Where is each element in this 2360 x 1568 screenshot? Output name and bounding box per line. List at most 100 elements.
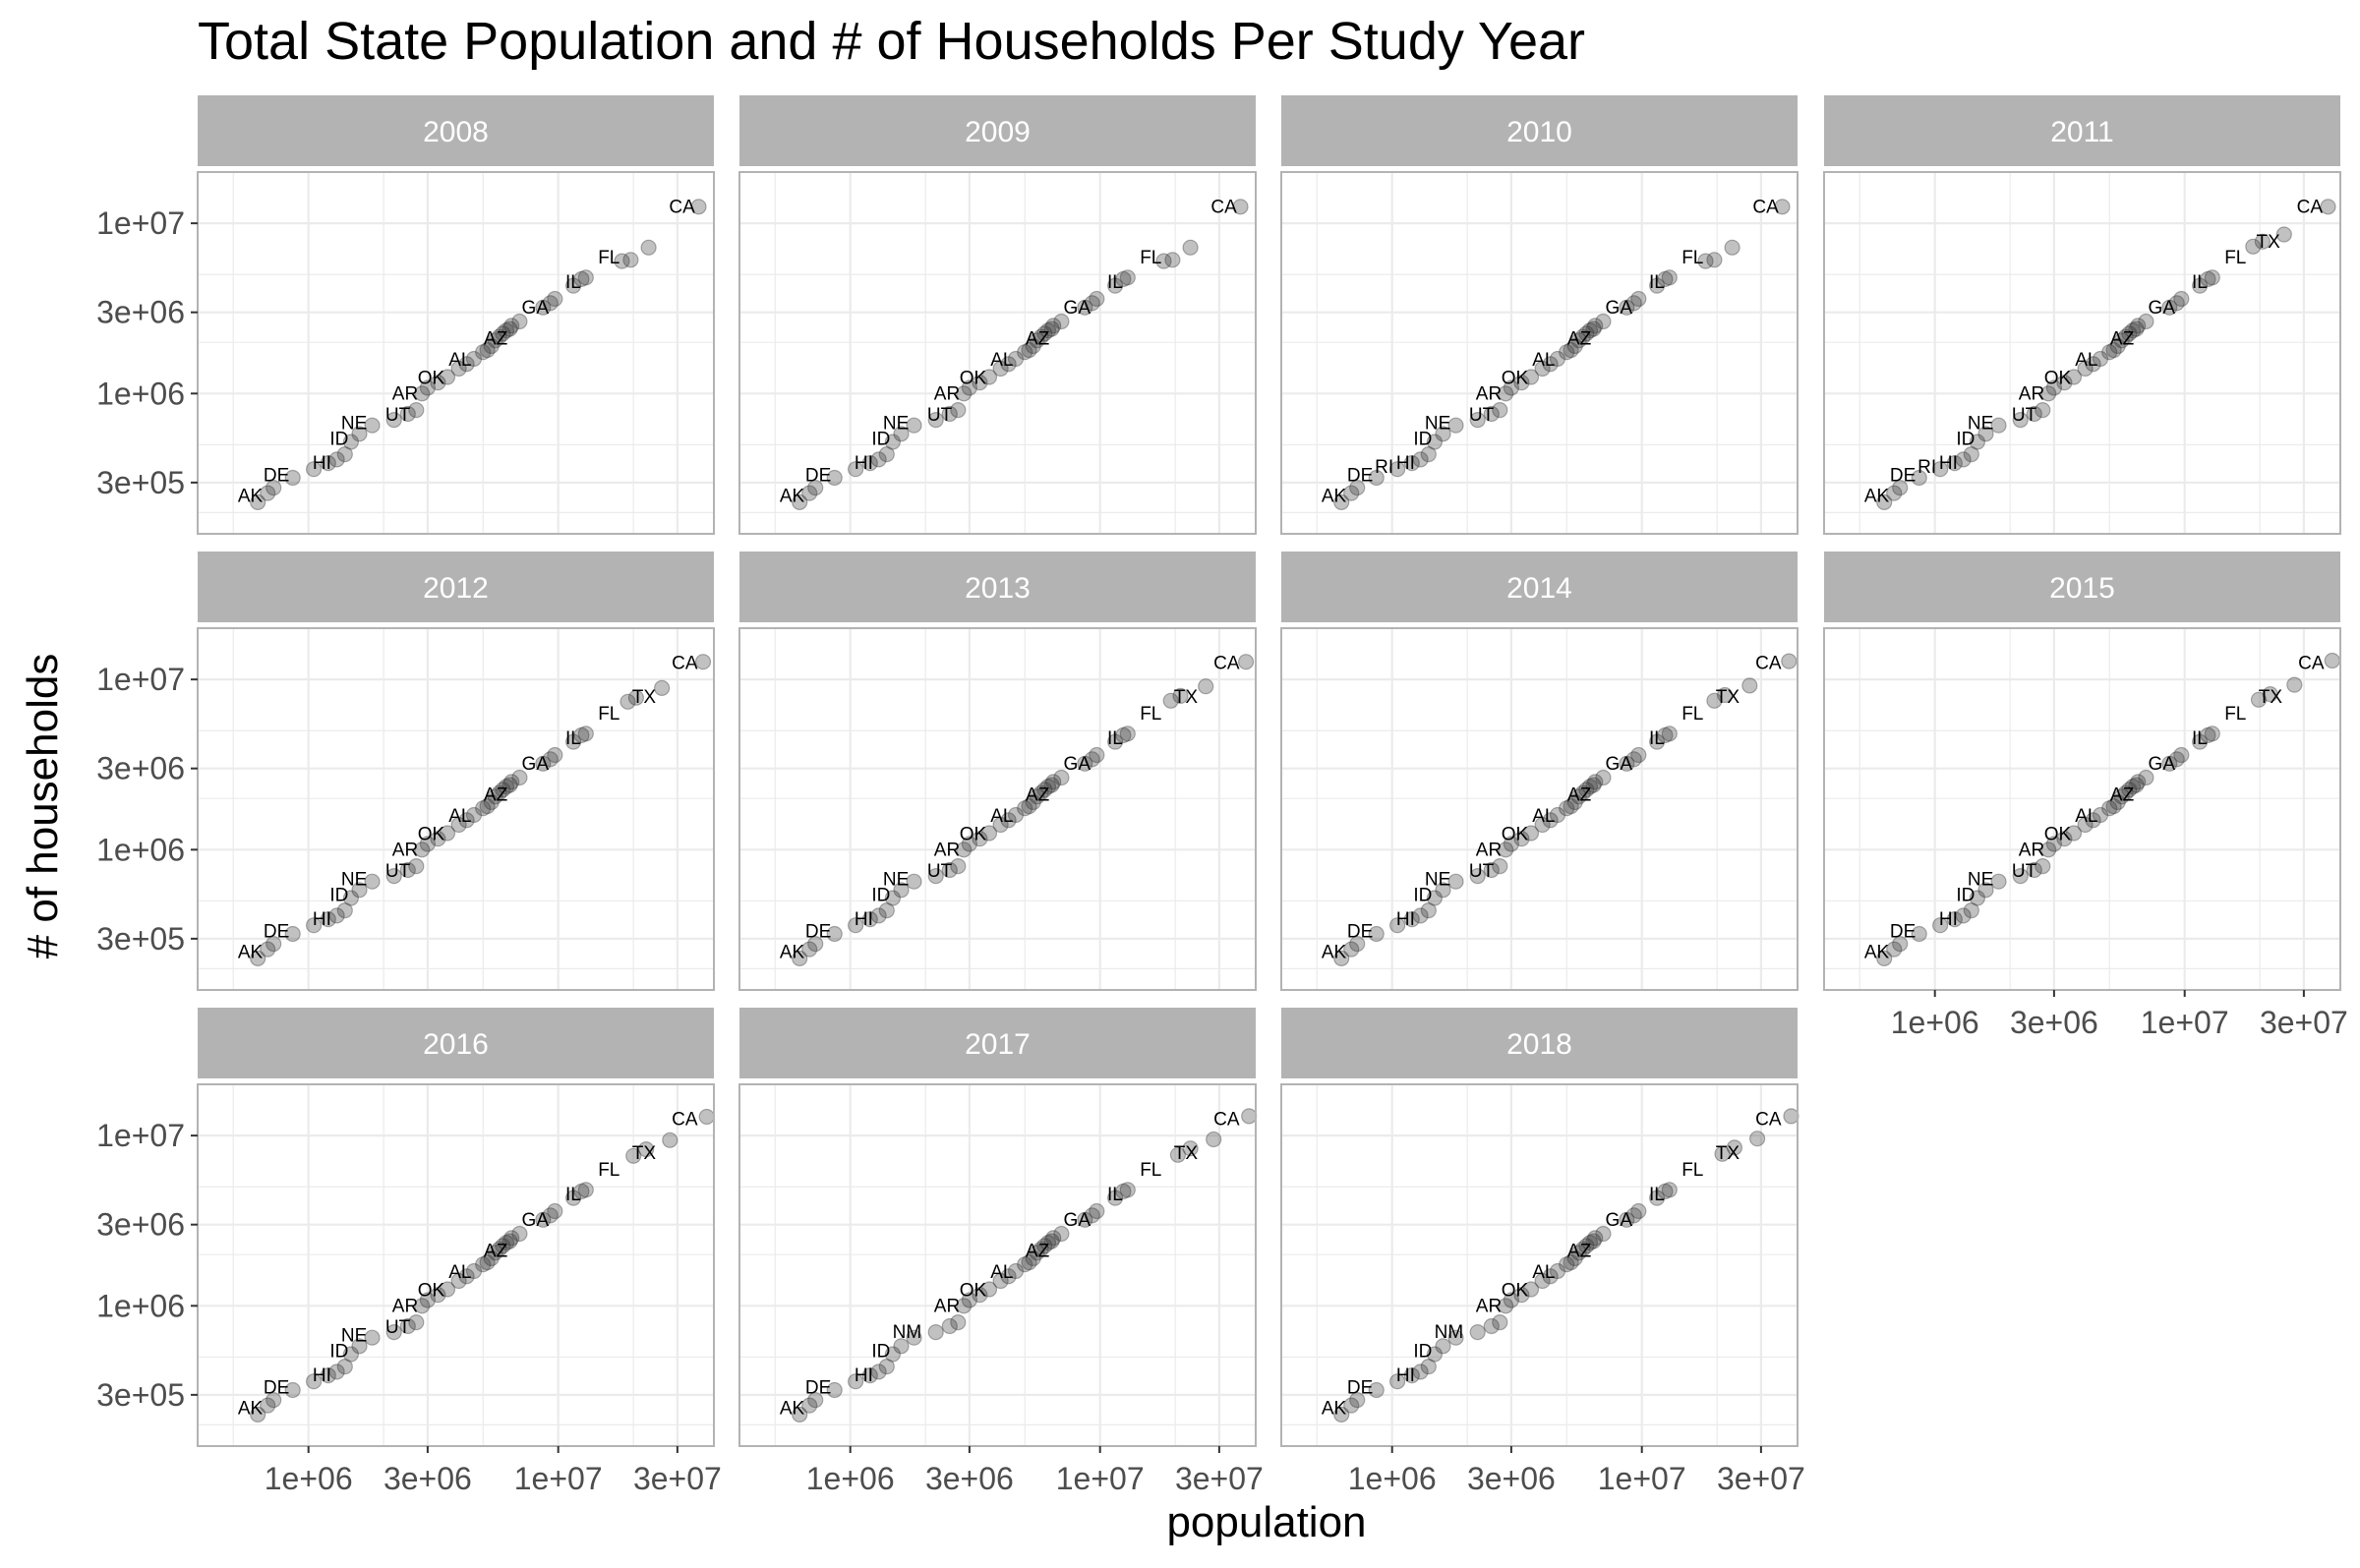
data-point (1542, 1268, 1559, 1285)
strip-label: 2012 (423, 572, 489, 605)
data-point (450, 816, 467, 834)
data-point (336, 446, 353, 463)
point-label-hi: HI (855, 1365, 873, 1386)
data-point (1053, 769, 1070, 786)
data-point (870, 1364, 887, 1380)
data-point (342, 1346, 359, 1363)
data-point (1241, 1108, 1258, 1125)
x-tick-label: 3e+07 (2260, 1005, 2348, 1040)
data-point (2117, 328, 2134, 345)
data-point (2262, 685, 2278, 703)
data-point (573, 1183, 590, 1200)
data-point (2065, 825, 2083, 842)
point-label-ok: OK (1502, 1281, 1529, 1302)
data-point (2130, 318, 2147, 334)
strip-background (1281, 552, 1798, 622)
point-label-ar: AR (934, 383, 960, 404)
data-point (801, 485, 818, 501)
data-point (1025, 1249, 1041, 1267)
point-label-ak: AK (1322, 943, 1347, 963)
data-point (465, 1262, 483, 1280)
data-point (483, 793, 500, 811)
data-point (465, 350, 483, 368)
point-label-ga: GA (1606, 754, 1633, 775)
data-point (1039, 1234, 1057, 1251)
data-point (893, 882, 910, 899)
data-point (1559, 344, 1575, 361)
y-tick-label: 1e+06 (96, 376, 185, 411)
strip-background (198, 1008, 714, 1078)
point-label-al: AL (1532, 806, 1555, 827)
data-point (1661, 1182, 1678, 1198)
strip-background (198, 95, 714, 166)
point-label-ar: AR (392, 840, 418, 860)
data-point (1534, 816, 1551, 834)
data-point (1077, 755, 1093, 772)
data-point (2056, 831, 2073, 847)
point-label-ga: GA (1606, 298, 1633, 319)
data-point (614, 253, 630, 269)
point-label-ga: GA (2149, 298, 2176, 319)
point-label-id: ID (1956, 430, 1975, 450)
data-point (1388, 917, 1406, 934)
data-point (2105, 797, 2122, 815)
point-label-hi: HI (1939, 453, 1958, 474)
data-point (1483, 1317, 1500, 1335)
point-label-ak: AK (238, 487, 264, 507)
point-label-al: AL (990, 806, 1013, 827)
data-point (2173, 290, 2190, 308)
data-point (2077, 816, 2094, 834)
data-point (2138, 313, 2154, 330)
point-label-ga: GA (2149, 754, 2176, 775)
point-label-de: DE (1890, 466, 1916, 487)
point-label-ut: UT (385, 1317, 411, 1338)
data-point (961, 836, 978, 852)
data-point (439, 369, 456, 385)
data-point (1084, 751, 1100, 768)
data-point (980, 369, 998, 385)
data-point (1706, 252, 1723, 268)
data-point (2056, 375, 2073, 391)
data-point (328, 1364, 345, 1380)
point-label-nm: NM (893, 1322, 922, 1343)
data-point (927, 1323, 944, 1341)
data-point (906, 417, 922, 434)
y-tick-label: 1e+06 (96, 832, 185, 867)
data-point (2161, 755, 2178, 772)
data-point (458, 1268, 475, 1285)
strip-label: 2016 (423, 1028, 489, 1061)
point-label-il: IL (1107, 272, 1123, 293)
panel-background (198, 628, 714, 990)
strip-background (739, 1008, 1256, 1078)
data-point (1587, 1230, 1604, 1247)
data-point (1522, 369, 1540, 385)
data-point (1045, 1230, 1062, 1247)
point-label-hi: HI (313, 1365, 331, 1386)
data-point (893, 426, 910, 442)
data-point (2245, 238, 2262, 255)
strip-background (1824, 552, 2340, 622)
data-point (260, 941, 276, 958)
data-point (956, 385, 973, 402)
point-label-tx: TX (2259, 687, 2283, 708)
point-label-de: DE (1347, 1378, 1373, 1399)
data-point (1182, 1140, 1199, 1157)
data-point (694, 654, 712, 670)
point-label-ut: UT (1469, 861, 1495, 882)
data-point (1000, 356, 1017, 373)
data-point (1619, 299, 1635, 316)
strip-background (1281, 1008, 1798, 1078)
data-point (861, 910, 878, 928)
strip-label: 2018 (1506, 1028, 1572, 1061)
panel-background (1824, 628, 2340, 990)
data-point (2128, 320, 2145, 337)
data-point (306, 917, 323, 934)
data-point (577, 726, 594, 742)
data-point (884, 434, 902, 450)
x-tick-label: 3e+06 (2010, 1005, 2098, 1040)
data-point (2085, 356, 2101, 373)
chart-title: Total State Population and # of Househol… (198, 12, 1585, 71)
data-point (792, 1406, 808, 1423)
data-point (961, 1292, 978, 1308)
